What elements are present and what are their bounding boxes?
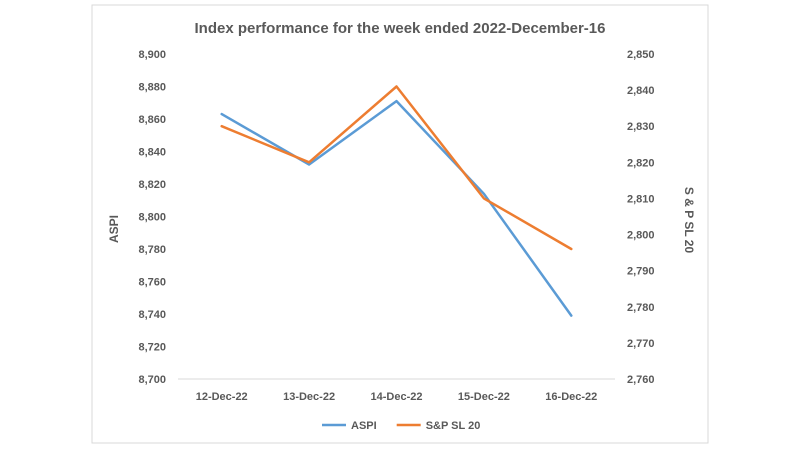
y-right-tick-label: 2,830 (627, 121, 655, 133)
x-tick-labels: 12-Dec-22 13-Dec-22 14-Dec-22 15-Dec-22 16-D… (196, 391, 598, 403)
y-left-axis-title: ASPI (107, 215, 121, 243)
legend-label: ASPI (351, 420, 377, 432)
y-left-tick-label: 8,800 (138, 212, 166, 224)
x-tick-label: 12-Dec-22 (196, 391, 248, 403)
y-right-tick-label: 2,820 (627, 157, 655, 169)
legend: ASPI S&P SL 20 (322, 420, 480, 432)
y-left-tick-label: 8,760 (138, 277, 166, 289)
y-right-tick-label: 2,760 (627, 374, 655, 386)
chart-title: Index performance for the week ended 202… (195, 20, 606, 37)
x-tick-label: 16-Dec-22 (545, 391, 597, 403)
y-right-tick-label: 2,800 (627, 230, 655, 242)
x-tick-label: 13-Dec-22 (283, 391, 335, 403)
series-line (220, 85, 573, 251)
y-left-tick-label: 8,900 (138, 49, 166, 61)
y-right-tick-label: 2,840 (627, 85, 655, 97)
y-left-tick-label: 8,820 (138, 179, 166, 191)
y-right-tick-label: 2,850 (627, 49, 655, 61)
y-left-tick-label: 8,840 (138, 147, 166, 159)
x-tick-label: 15-Dec-22 (458, 391, 510, 403)
y-right-tick-label: 2,770 (627, 338, 655, 350)
y-left-tick-label: 8,880 (138, 82, 166, 94)
x-tick-label: 14-Dec-22 (371, 391, 423, 403)
y-right-tick-label: 2,810 (627, 193, 655, 205)
legend-label: S&P SL 20 (426, 420, 481, 432)
series-lines (220, 85, 573, 317)
chart-border (91, 4, 709, 444)
series-line (220, 99, 573, 317)
y-left-tick-label: 8,700 (138, 374, 166, 386)
y-right-tick-labels: 2,760 2,770 2,780 2,790 2,800 2,810 2,820 2,830… (627, 49, 655, 386)
y-left-tick-label: 8,720 (138, 342, 166, 354)
y-left-tick-label: 8,780 (138, 244, 166, 256)
y-right-tick-label: 2,790 (627, 266, 655, 278)
y-left-tick-label: 8,740 (138, 309, 166, 321)
y-left-tick-labels: 8,700 8,720 8,740 8,760 8,780 8,800 8,820 8,840… (138, 49, 166, 386)
y-right-tick-label: 2,780 (627, 302, 655, 314)
y-right-axis-title: S & P SL 20 (682, 187, 696, 254)
y-left-tick-label: 8,860 (138, 114, 166, 126)
